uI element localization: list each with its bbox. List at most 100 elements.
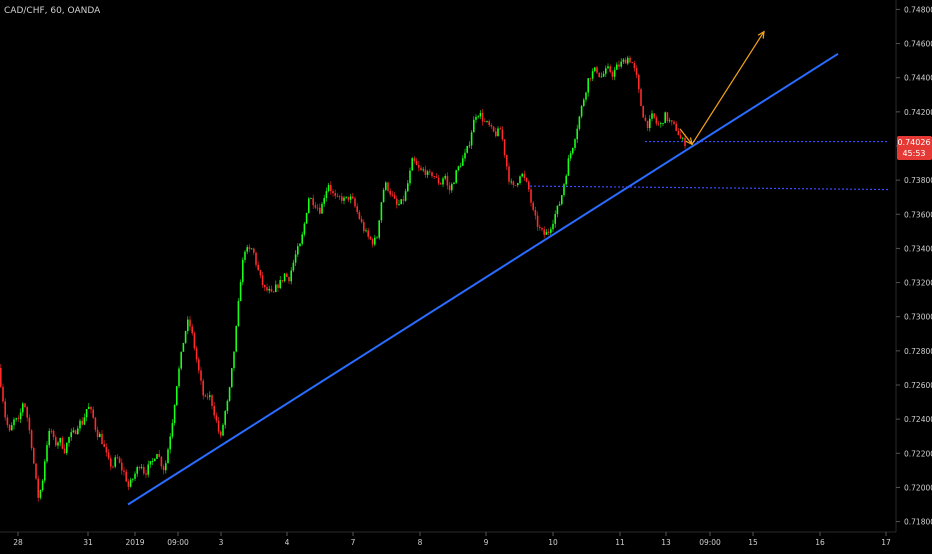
candle-down	[206, 396, 209, 398]
candle-up	[407, 183, 409, 192]
candle-up	[279, 280, 281, 289]
candle-up	[580, 106, 583, 117]
candle-up	[48, 430, 50, 446]
price-tick-label: 0.73000	[904, 313, 932, 322]
candle-down	[90, 406, 92, 410]
candle-up	[151, 461, 154, 462]
candle-down	[596, 67, 598, 73]
candle-up	[622, 59, 625, 62]
candle-down	[393, 194, 396, 199]
candle-down	[103, 443, 105, 448]
candle-up	[455, 170, 457, 183]
candle-down	[446, 176, 449, 186]
candle-up	[545, 231, 548, 235]
candle-up	[466, 146, 468, 153]
candle-up	[301, 234, 303, 244]
candle-down	[189, 319, 191, 327]
candle-up	[627, 57, 629, 64]
candle-down	[253, 248, 255, 253]
candle-up	[46, 445, 48, 462]
time-axis[interactable]: 28 31 2019 09:00 3 4 7 8 9 10 11 13 09:00 15 16 17	[13, 532, 891, 547]
candle-down	[539, 226, 541, 229]
candle-up	[77, 428, 79, 435]
time-tick-label: 7	[351, 538, 356, 547]
candle-down	[92, 409, 94, 418]
candle-down	[312, 198, 314, 206]
candle-down	[257, 264, 259, 270]
candle-up	[385, 182, 387, 190]
candle-up	[662, 123, 664, 124]
candle-down	[74, 430, 77, 435]
time-tick-label: 9	[484, 538, 489, 547]
candle-up	[250, 248, 253, 250]
candle-up	[88, 406, 90, 409]
candle-down	[332, 191, 334, 194]
candle-down	[24, 403, 26, 408]
candle-down	[52, 430, 55, 438]
trendline[interactable]	[127, 52, 839, 506]
candle-down	[484, 121, 486, 123]
time-tick-label: 09:00	[167, 538, 189, 547]
candle-down	[213, 405, 215, 416]
candle-down	[200, 370, 202, 381]
candle-down	[369, 236, 372, 240]
candle-down	[424, 169, 427, 175]
countdown-label: 45:53	[902, 149, 925, 158]
candle-down	[367, 230, 369, 237]
candle-down	[81, 420, 83, 425]
candle-up	[136, 467, 138, 474]
candle-up	[613, 69, 616, 77]
candle-up	[156, 454, 158, 459]
candle-down	[418, 165, 420, 168]
candle-up	[70, 432, 72, 438]
candle-down	[679, 135, 682, 139]
candle-up	[275, 284, 277, 292]
candle-up	[578, 116, 581, 129]
candle-up	[607, 66, 609, 69]
candle-down	[211, 395, 213, 406]
candle-down	[501, 129, 504, 140]
candle-up	[305, 212, 308, 224]
price-tick-label: 0.72800	[904, 347, 932, 356]
candle-down	[330, 184, 332, 192]
candle-down	[530, 189, 532, 203]
candle-down	[624, 59, 627, 64]
candle-down	[255, 252, 257, 265]
candle-down	[217, 420, 220, 432]
candle-down	[543, 229, 545, 235]
candle-down	[125, 471, 127, 482]
candle-up	[180, 351, 182, 369]
candle-up	[299, 243, 301, 247]
candle-down	[118, 457, 121, 463]
candle-up	[165, 463, 167, 471]
candle-up	[380, 202, 383, 221]
candle-down	[666, 112, 669, 122]
candle-up	[451, 184, 453, 191]
candle-up	[22, 403, 24, 413]
candle-down	[433, 176, 435, 177]
price-tick-label: 0.72000	[904, 483, 932, 492]
candle-up	[563, 184, 565, 196]
candle-up	[239, 282, 242, 302]
candle-down	[341, 196, 343, 201]
candles-group	[0, 55, 686, 502]
candle-down	[642, 105, 644, 118]
candle-down	[508, 166, 510, 182]
candle-up	[297, 246, 299, 255]
candle-down	[536, 215, 539, 227]
projection-arrowhead-up	[757, 30, 765, 39]
candle-down	[288, 276, 290, 282]
candle-down	[281, 280, 284, 282]
candle-up	[228, 387, 231, 401]
candle-down	[277, 284, 279, 289]
candle-up	[378, 220, 380, 238]
time-tick-label: 2019	[125, 538, 144, 547]
candle-up	[235, 326, 237, 352]
candle-up	[376, 237, 378, 239]
candle-down	[123, 470, 125, 472]
candle-down	[215, 415, 218, 421]
time-tick-label: 13	[661, 538, 671, 547]
candle-down	[145, 473, 147, 475]
candle-down	[598, 72, 600, 78]
